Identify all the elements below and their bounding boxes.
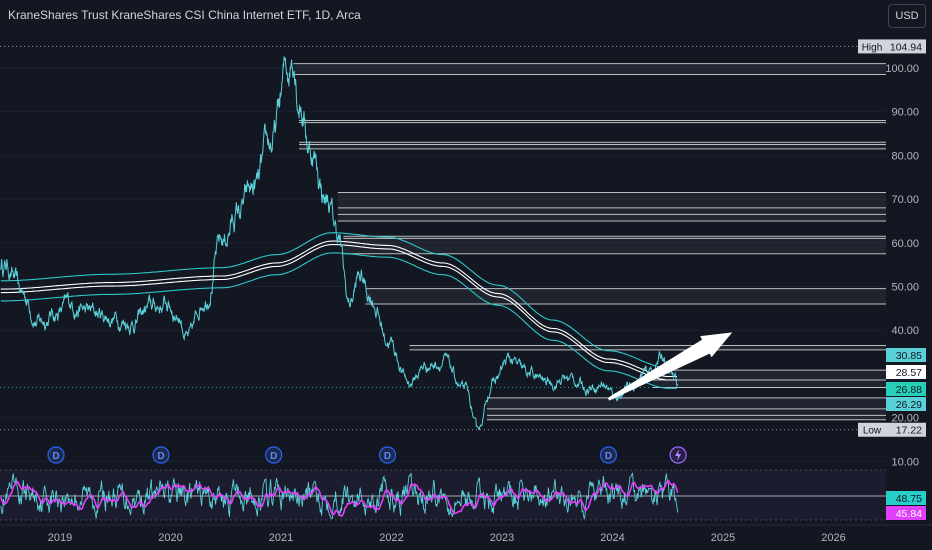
- rsi-signal-tag: 45.84: [886, 506, 926, 520]
- rsi-tag-value: 48.75: [896, 493, 922, 505]
- rsi-signal-tag-value: 45.84: [896, 508, 922, 520]
- year-label: 2025: [711, 532, 735, 544]
- price-tag-lower-bg: [886, 397, 926, 411]
- high-tag-label: High: [862, 42, 883, 53]
- price-tick-label: 70.00: [891, 194, 919, 206]
- dividend-marker[interactable]: D: [378, 446, 397, 464]
- rsi-pane: [0, 469, 886, 521]
- ma-inner-lower: [0, 243, 677, 381]
- currency-button[interactable]: USD: [888, 4, 926, 28]
- year-label: 2021: [269, 532, 293, 544]
- lightning-icon: [675, 449, 682, 461]
- ma-lower-band: [0, 252, 677, 389]
- dividend-letter: D: [605, 451, 612, 462]
- dividend-marker[interactable]: D: [47, 446, 65, 464]
- level-zone: [337, 192, 886, 221]
- price-tick-label: 80.00: [891, 150, 919, 162]
- price-tick-label: 10.00: [891, 456, 919, 468]
- price-tick-label: 40.00: [891, 325, 919, 337]
- price-tag-upper-bg: [886, 348, 926, 362]
- low-tag-value: 17.22: [896, 425, 922, 437]
- year-label: 2024: [600, 532, 624, 544]
- dividend-marker[interactable]: D: [599, 446, 618, 464]
- price-tag-ma-bg: [886, 365, 926, 379]
- high-tag-label-bg: [858, 39, 886, 54]
- flash-marker[interactable]: [669, 446, 687, 464]
- price-tick-label: 20.00: [891, 413, 919, 425]
- price-tag-ma-value: 28.57: [896, 367, 922, 379]
- level-zone: [486, 397, 886, 420]
- price-tick-label: 100.00: [885, 63, 919, 75]
- dividend-letter: D: [270, 451, 277, 462]
- dividend-marker[interactable]: D: [152, 446, 170, 464]
- level-zone: [652, 370, 886, 388]
- price-tick-label: 60.00: [891, 238, 919, 250]
- low-tag-label-bg: [858, 422, 886, 437]
- dividend-marker[interactable]: D: [265, 446, 283, 464]
- level-zone: [365, 288, 886, 304]
- level-zone: [343, 236, 886, 254]
- dividend-circle: [152, 446, 170, 464]
- price-tick-label: 90.00: [891, 107, 919, 119]
- ma-upper-band: [0, 232, 677, 369]
- low-tag: Low 17.22: [858, 422, 926, 437]
- rsi-signal-tag-bg: [886, 506, 926, 520]
- moving-average-band: [0, 232, 677, 389]
- dividend-letter: D: [52, 451, 59, 462]
- dividend-circle: [265, 446, 283, 464]
- price-tag-ma: 28.57: [886, 365, 926, 379]
- price-tag-lower: 26.29: [886, 397, 926, 411]
- level-zone: [293, 63, 886, 75]
- year-label: 2026: [821, 532, 845, 544]
- level-zone: [299, 120, 887, 123]
- price-series: [0, 56, 679, 431]
- level-zone: [299, 142, 887, 149]
- dividend-circle: [378, 446, 397, 464]
- low-tag-bg: [886, 422, 926, 437]
- price-tag-last-bg: [886, 382, 926, 396]
- price-axis[interactable]: 100.00 90.00 80.00 70.00 60.00 50.00 40.00 20.0…: [858, 0, 932, 550]
- year-label: 2019: [48, 532, 72, 544]
- year-label: 2023: [490, 532, 514, 544]
- high-tag-value: 104.94: [890, 41, 922, 53]
- rsi-tag: 48.75: [886, 491, 926, 505]
- price-tag-upper-value: 30.85: [896, 350, 922, 362]
- dividend-letter: D: [157, 451, 164, 462]
- projection-arrow: [607, 332, 733, 401]
- ma-inner-upper: [0, 240, 677, 378]
- price-tag-last-value: 26.88: [896, 384, 922, 396]
- price-tick-label: 50.00: [891, 282, 919, 294]
- rsi-signal-line: [0, 479, 679, 518]
- price-tag-lower-value: 26.29: [896, 399, 922, 411]
- rsi-tag-bg: [886, 491, 926, 505]
- dividend-letter: D: [384, 451, 391, 462]
- axis-background: [886, 0, 932, 550]
- price-line: [0, 56, 679, 431]
- high-tag-bg: [886, 39, 926, 54]
- grid: [0, 45, 886, 462]
- chart-title: KraneShares Trust KraneShares CSI China …: [8, 8, 361, 22]
- arrow-shape: [607, 332, 733, 401]
- low-tag-label: Low: [863, 426, 882, 437]
- price-tag-last: 26.88: [886, 382, 926, 396]
- level-zone: [409, 345, 886, 350]
- high-tag: High 104.94: [858, 39, 926, 54]
- time-axis[interactable]: 2019 2020 2021 2022 2023 2024 2025 2026: [0, 524, 932, 544]
- year-label: 2020: [158, 532, 182, 544]
- dividend-circle: [47, 446, 65, 464]
- year-label: 2022: [379, 532, 403, 544]
- dividend-circle: [599, 446, 618, 464]
- price-tag-upper: 30.85: [886, 348, 926, 362]
- support-resistance-levels: [293, 63, 887, 421]
